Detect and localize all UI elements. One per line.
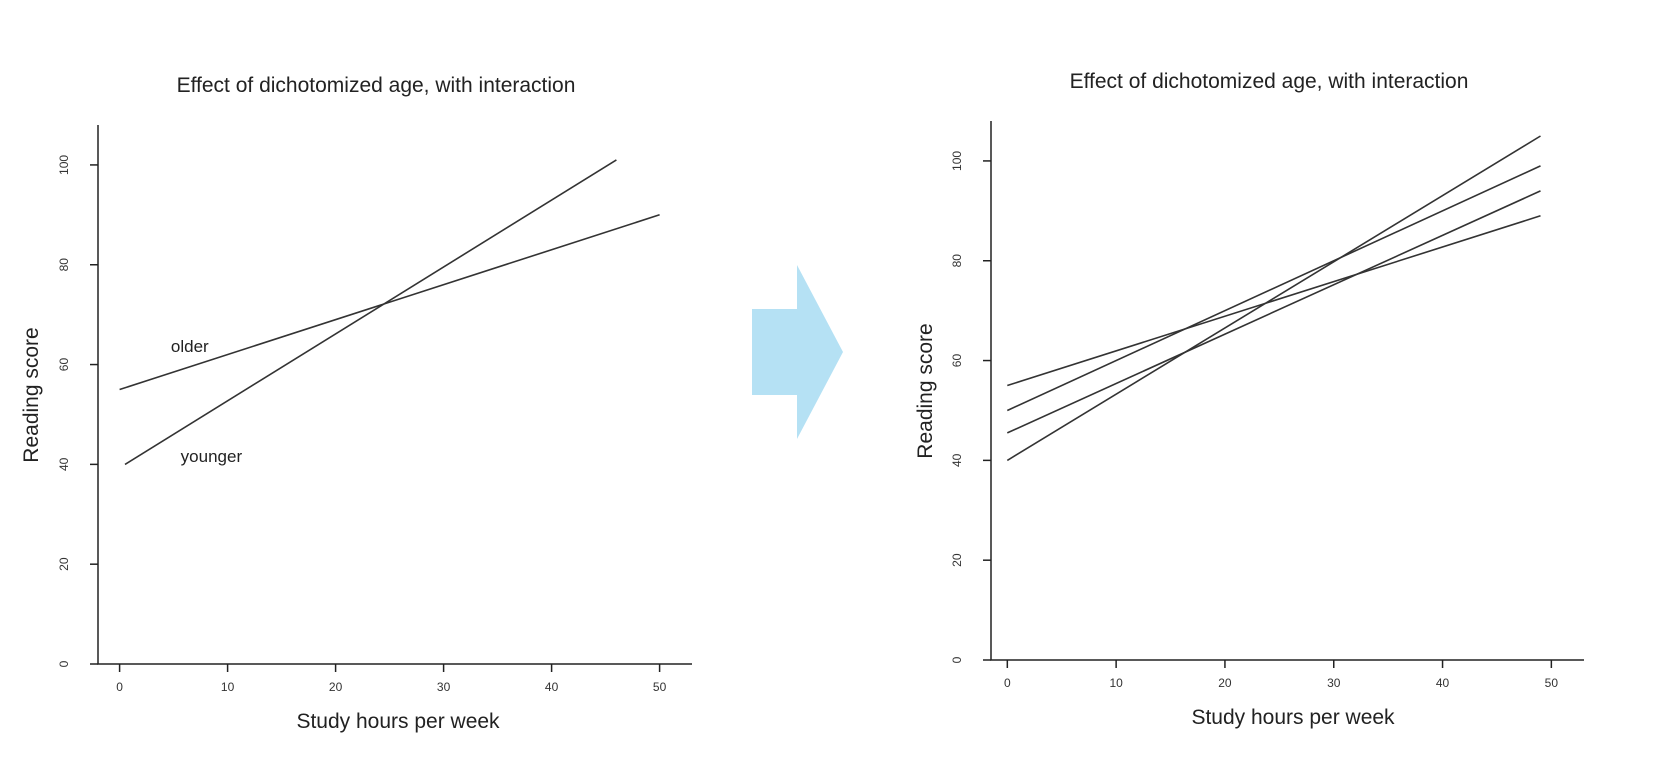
left-x-tick-label: 40 [545, 680, 559, 694]
left-annotation-older: older [171, 337, 209, 356]
left-chart-ylabel: Reading score [20, 327, 43, 462]
left-series-younger [124, 159, 617, 466]
left-y-tick-label: 0 [57, 660, 71, 667]
left-y-tick-label: 60 [57, 358, 71, 372]
right-y-tick-label: 60 [950, 354, 964, 368]
left-x-tick-label: 30 [437, 680, 451, 694]
right-y-tick-label: 0 [950, 656, 964, 663]
right-x-tick-label: 10 [1109, 676, 1123, 690]
right-y-tick-label: 40 [950, 453, 964, 467]
left-annotation-younger: younger [181, 447, 243, 466]
left-x-tick-label: 0 [116, 680, 123, 694]
left-chart-xlabel: Study hours per week [296, 710, 500, 733]
left-y-tick-label: 20 [57, 557, 71, 571]
left-y-tick-label: 80 [57, 258, 71, 272]
left-series-older [119, 214, 660, 391]
right-chart-axes [990, 121, 1584, 661]
left-x-tick-label: 10 [221, 680, 235, 694]
right-series-line-3 [1006, 190, 1541, 434]
right-arrow-icon [752, 265, 843, 439]
left-y-tick-label: 100 [57, 155, 71, 175]
right-x-tick-label: 0 [1004, 676, 1011, 690]
right-series-line-1 [1007, 215, 1541, 387]
left-chart-axes [97, 125, 692, 665]
left-chart-title: Effect of dichotomized age, with interac… [177, 74, 576, 97]
left-x-tick-label: 20 [329, 680, 343, 694]
right-chart-xlabel: Study hours per week [1191, 706, 1395, 729]
right-series-line-2 [1006, 165, 1541, 412]
left-chart: Effect of dichotomized age, with interac… [20, 74, 692, 733]
right-x-tick-label: 30 [1327, 676, 1341, 690]
right-y-tick-label: 80 [950, 254, 964, 268]
right-x-tick-label: 40 [1436, 676, 1450, 690]
right-chart-title: Effect of dichotomized age, with interac… [1070, 70, 1469, 93]
left-y-tick-label: 40 [57, 457, 71, 471]
right-series-line-4 [1006, 135, 1541, 462]
left-x-tick-label: 50 [653, 680, 667, 694]
right-x-tick-label: 50 [1545, 676, 1559, 690]
right-x-tick-label: 20 [1218, 676, 1232, 690]
right-y-tick-label: 20 [950, 553, 964, 567]
right-y-tick-label: 100 [950, 151, 964, 171]
right-chart: Effect of dichotomized age, with interac… [914, 70, 1584, 729]
right-chart-ylabel: Reading score [914, 323, 937, 458]
